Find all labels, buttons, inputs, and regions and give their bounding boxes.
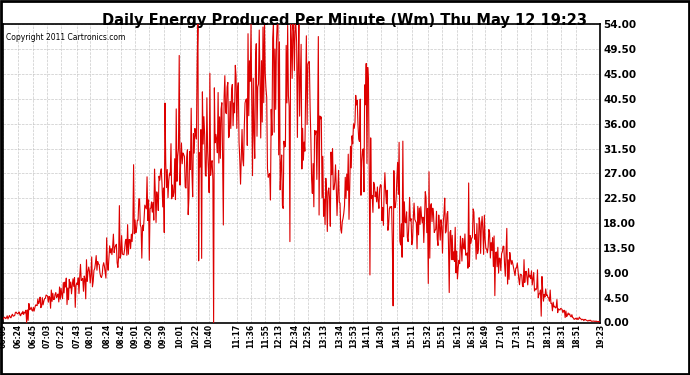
Text: Daily Energy Produced Per Minute (Wm) Thu May 12 19:23: Daily Energy Produced Per Minute (Wm) Th…	[103, 13, 587, 28]
Text: Copyright 2011 Cartronics.com: Copyright 2011 Cartronics.com	[6, 33, 126, 42]
